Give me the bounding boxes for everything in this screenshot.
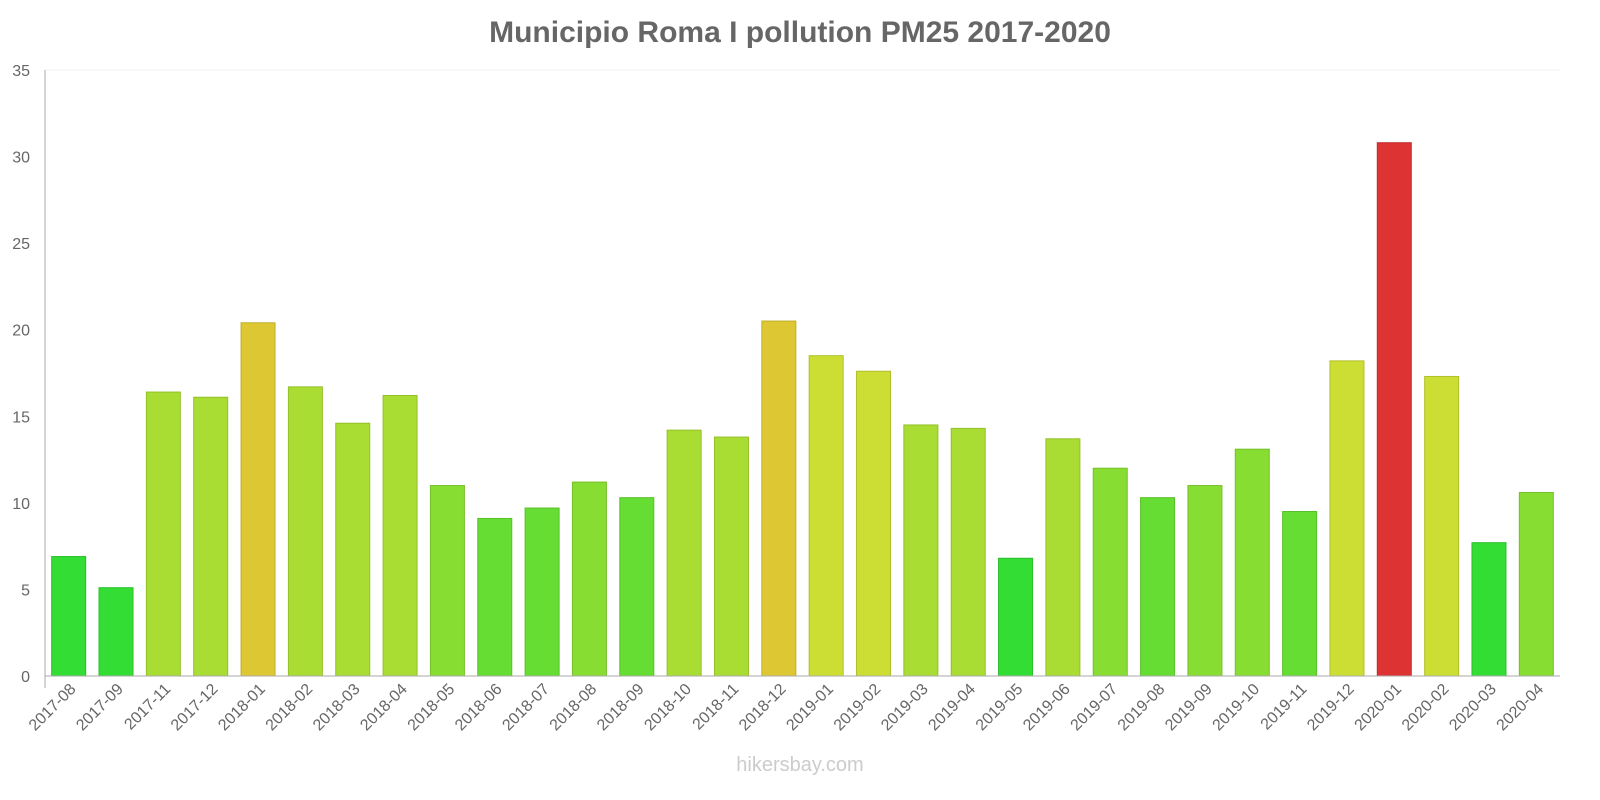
bar-2018-10 <box>666 429 702 677</box>
x-tick-label: 2018-05 <box>405 681 459 735</box>
bar-2019-08 <box>1140 497 1176 677</box>
x-tick-label: 2017-09 <box>73 681 127 735</box>
bar-2019-07 <box>1092 467 1128 677</box>
bar-2019-12 <box>1329 360 1365 677</box>
y-tick-label: 25 <box>12 236 30 253</box>
chart-title: Municipio Roma I pollution PM25 2017-202… <box>489 16 1111 49</box>
x-tick-label: 2019-07 <box>1068 681 1122 735</box>
bar-2019-05 <box>998 557 1034 677</box>
bar-2019-10 <box>1234 448 1270 677</box>
x-tick-label: 2018-04 <box>357 681 411 735</box>
x-tick-label: 2018-08 <box>547 681 601 735</box>
bar-2018-06 <box>477 517 513 677</box>
x-tick-label: 2019-02 <box>831 681 885 735</box>
x-tick-label: 2017-12 <box>168 681 222 735</box>
bar-2017-11 <box>145 391 181 677</box>
bar-2018-11 <box>713 436 749 677</box>
bar-2018-05 <box>429 485 465 677</box>
x-tick-label: 2018-10 <box>641 681 695 735</box>
bar-2018-02 <box>287 386 323 677</box>
bar-2019-01 <box>808 355 844 677</box>
bar-2020-04 <box>1518 491 1554 677</box>
x-tick-label: 2019-11 <box>1258 681 1311 734</box>
x-tick-label: 2017-08 <box>26 681 80 735</box>
x-tick-label: 2018-12 <box>736 681 790 735</box>
bar-2018-08 <box>571 481 607 677</box>
y-tick-label: 5 <box>21 582 30 599</box>
x-tick-label: 2018-01 <box>215 681 269 735</box>
bar-2019-06 <box>1045 438 1081 677</box>
bar-2018-03 <box>335 422 371 677</box>
y-tick-label: 35 <box>12 63 30 80</box>
bar-2018-12 <box>761 320 797 677</box>
x-tick-label: 2019-06 <box>1020 681 1074 735</box>
x-tick-label: 2020-01 <box>1352 681 1406 735</box>
bar-2020-03 <box>1471 542 1507 677</box>
bar-2018-04 <box>382 395 418 677</box>
bar-2019-04 <box>950 427 986 677</box>
bar-2019-02 <box>856 370 892 677</box>
credit-link[interactable]: hikersbay.com <box>736 754 864 776</box>
y-tick-label: 10 <box>12 496 30 513</box>
x-tick-label: 2019-05 <box>973 681 1027 735</box>
bar-2020-01 <box>1376 142 1412 677</box>
bar-2019-03 <box>903 424 939 677</box>
x-tick-label: 2018-06 <box>452 681 506 735</box>
x-tick-label: 2020-04 <box>1494 681 1548 735</box>
x-tick-label: 2019-01 <box>783 681 837 735</box>
x-tick-label: 2020-03 <box>1446 681 1500 735</box>
x-tick-label: 2020-02 <box>1399 681 1453 735</box>
bar-2019-09 <box>1187 485 1223 677</box>
y-tick-label: 0 <box>21 669 30 686</box>
bar-2020-02 <box>1424 375 1460 677</box>
bar-2017-12 <box>193 396 229 677</box>
bar-2018-07 <box>524 507 560 677</box>
bar-2018-09 <box>619 497 655 677</box>
x-tick-label: 2017-11 <box>121 681 174 734</box>
x-tick-label: 2019-12 <box>1304 681 1358 735</box>
x-tick-label: 2018-03 <box>310 681 364 735</box>
x-tick-label: 2019-03 <box>878 681 932 735</box>
x-tick-label: 2018-02 <box>263 681 317 735</box>
bar-2017-08 <box>51 556 87 677</box>
x-tick-label: 2019-04 <box>925 681 979 735</box>
y-tick-label: 30 <box>12 150 30 167</box>
bar-2019-11 <box>1282 511 1318 677</box>
y-tick-label: 20 <box>12 323 30 340</box>
x-tick-label: 2018-09 <box>594 681 648 735</box>
x-tick-label: 2019-10 <box>1210 681 1264 735</box>
x-tick-label: 2019-09 <box>1162 681 1216 735</box>
bar-2018-01 <box>240 322 276 677</box>
y-tick-label: 15 <box>12 409 30 426</box>
x-tick-label: 2018-07 <box>499 681 553 735</box>
x-tick-label: 2019-08 <box>1115 681 1169 735</box>
bar-2017-09 <box>98 587 134 677</box>
x-tick-label: 2018-11 <box>690 681 743 734</box>
